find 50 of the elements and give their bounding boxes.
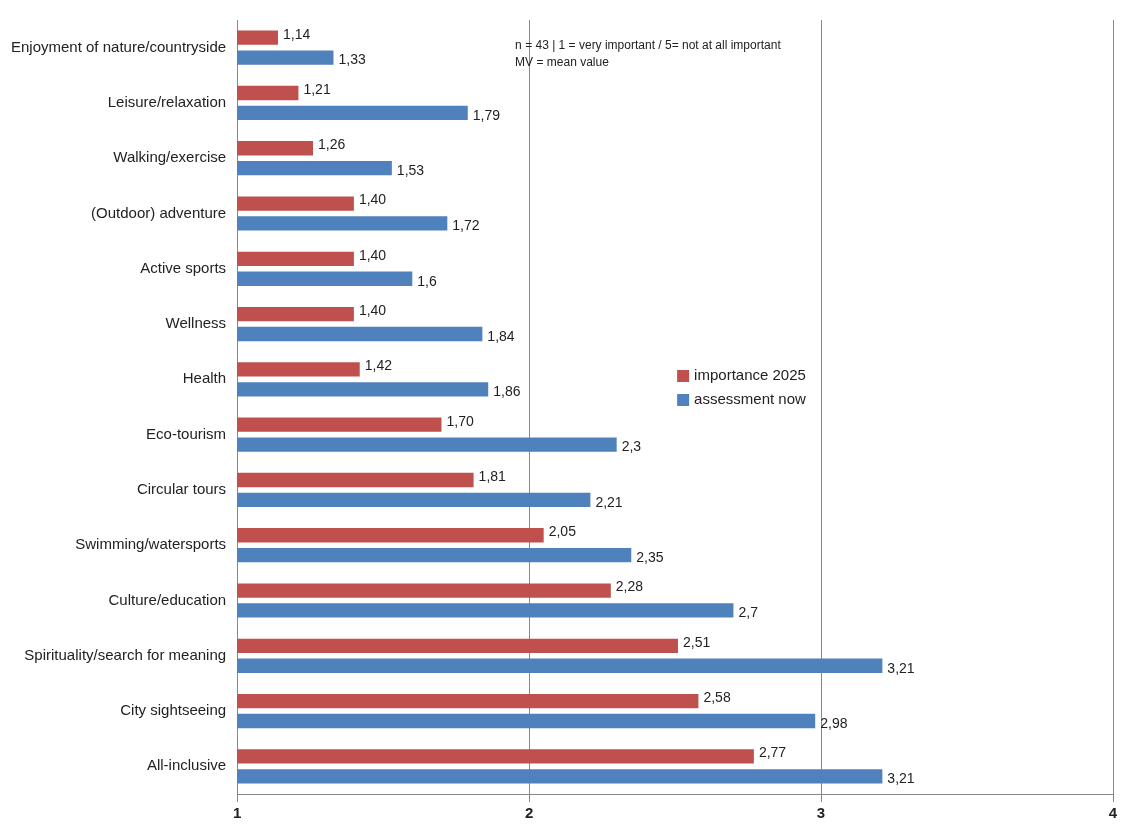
data-label: 2,98 <box>820 714 848 731</box>
data-label: 1,40 <box>358 301 387 318</box>
data-label: 1,53 <box>396 162 425 179</box>
data-label: 1,42 <box>364 357 393 374</box>
y-tick-label: Eco-tourism <box>146 424 227 442</box>
y-tick-label: Swimming/watersports <box>75 535 227 553</box>
data-label: 1,84 <box>487 327 515 344</box>
data-label: 1,72 <box>452 217 480 234</box>
y-tick-label: Leisure/relaxation <box>107 93 227 111</box>
data-label: 1,21 <box>303 80 331 97</box>
y-tick-label: Circular tours <box>136 480 227 498</box>
data-label: 1,70 <box>446 412 474 429</box>
data-label: 2,51 <box>682 633 711 650</box>
x-tick-label: 3 <box>816 804 826 822</box>
y-tick-label: All-inclusive <box>146 756 227 774</box>
data-label: 2,77 <box>758 744 787 761</box>
y-tick-label: Culture/education <box>108 590 227 608</box>
y-tick-label: Walking/exercise <box>113 148 227 166</box>
data-label: 1,79 <box>472 106 501 123</box>
data-label: 3,21 <box>887 770 915 787</box>
data-label: 2,21 <box>595 493 623 510</box>
x-tick-label: 4 <box>1108 804 1118 822</box>
data-label: 2,3 <box>621 438 642 455</box>
data-label: 2,28 <box>615 578 644 595</box>
y-tick-label: Enjoyment of nature/countryside <box>10 37 227 55</box>
legend-label: assessment now <box>694 390 806 408</box>
data-label: 2,7 <box>738 604 759 621</box>
legend-label: importance 2025 <box>694 366 806 384</box>
data-label: 2,35 <box>636 549 664 566</box>
y-tick-label: Wellness <box>165 314 227 332</box>
data-label: 2,05 <box>548 523 577 540</box>
data-label: 1,81 <box>478 467 507 484</box>
data-label: 1,40 <box>358 191 387 208</box>
data-label: 1,40 <box>358 246 387 263</box>
annotation: MV = mean value <box>515 55 610 70</box>
y-tick-label: (Outdoor) adventure <box>91 203 227 221</box>
x-tick-label: 2 <box>524 804 534 822</box>
y-tick-label: Spirituality/search for meaning <box>24 645 227 663</box>
data-label: 1,14 <box>282 25 311 42</box>
data-label: 2,58 <box>703 688 731 705</box>
data-label: 1,33 <box>338 51 366 68</box>
y-tick-label: Active sports <box>140 258 227 276</box>
data-label: 1,26 <box>318 136 346 153</box>
annotation: n = 43 | 1 = very important / 5= not at all important <box>515 38 782 53</box>
y-tick-label: City sightseeing <box>120 701 227 719</box>
data-label: 3,21 <box>887 659 915 676</box>
x-tick-label: 1 <box>232 804 242 822</box>
data-label: 1,86 <box>493 383 521 400</box>
y-tick-label: Health <box>182 369 227 387</box>
data-label: 1,6 <box>417 272 437 289</box>
